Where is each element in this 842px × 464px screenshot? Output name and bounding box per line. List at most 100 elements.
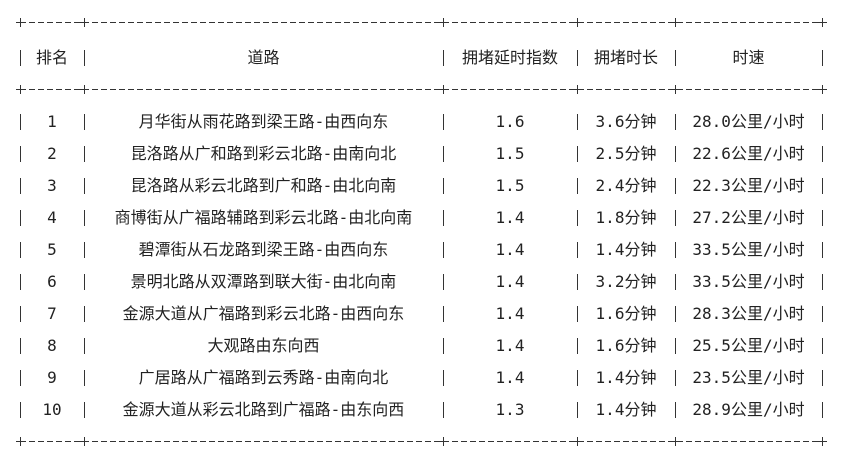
column-separator: [20, 242, 21, 258]
table-row: 8 大观路由东向西 1.4 1.6分钟 25.5公里/小时: [0, 334, 842, 358]
column-separator: [675, 50, 676, 66]
cell-rank: 4: [47, 208, 57, 227]
cell-congestion-duration: 1.4分钟: [595, 368, 657, 387]
column-separator: [20, 338, 21, 354]
cell-road: 月华街从雨花路到梁王路-由西向东: [138, 112, 389, 131]
cell-delay-index: 1.4: [495, 208, 525, 227]
cell-delay-index: 1.4: [495, 336, 525, 355]
column-separator: [675, 146, 676, 162]
cell-speed: 22.3公里/小时: [692, 176, 805, 195]
column-separator: [675, 370, 676, 386]
cell-road: 昆洛路从彩云北路到广和路-由北向南: [130, 176, 397, 195]
border-corner: [573, 85, 582, 94]
table-row: 6 景明北路从双潭路到联大街-由北向南 1.4 3.2分钟 33.5公里/小时: [0, 270, 842, 294]
column-separator: [577, 370, 578, 386]
column-separator: [822, 178, 823, 194]
table-row: 1 月华街从雨花路到梁王路-由西向东 1.6 3.6分钟 28.0公里/小时: [0, 110, 842, 134]
column-separator: [20, 306, 21, 322]
cell-delay-index: 1.4: [495, 304, 525, 323]
table-row: 10 金源大道从彩云北路到广福路-由东向西 1.3 1.4分钟 28.9公里/小时: [0, 398, 842, 422]
border-corner: [439, 85, 448, 94]
cell-road: 商博街从广福路辅路到彩云北路-由北向南: [114, 208, 413, 227]
column-separator: [577, 210, 578, 226]
column-separator: [577, 338, 578, 354]
column-separator: [822, 50, 823, 66]
border-corner: [573, 18, 582, 27]
table-row: 7 金源大道从广福路到彩云北路-由西向东 1.4 1.6分钟 28.3公里/小时: [0, 302, 842, 326]
cell-rank: 3: [47, 176, 57, 195]
column-separator: [84, 242, 85, 258]
column-separator: [822, 114, 823, 130]
column-separator: [20, 402, 21, 418]
column-separator: [675, 242, 676, 258]
border-corner: [16, 18, 25, 27]
column-separator: [443, 306, 444, 322]
cell-rank: 7: [47, 304, 57, 323]
border-corner: [439, 437, 448, 446]
column-separator: [443, 210, 444, 226]
column-separator: [675, 274, 676, 290]
column-separator: [577, 50, 578, 66]
column-separator: [84, 210, 85, 226]
cell-congestion-duration: 2.5分钟: [595, 144, 657, 163]
column-separator: [443, 50, 444, 66]
column-separator: [20, 114, 21, 130]
table-row: 2 昆洛路从广和路到彩云北路-由南向北 1.5 2.5分钟 22.6公里/小时: [0, 142, 842, 166]
column-separator: [577, 242, 578, 258]
column-separator: [84, 370, 85, 386]
column-separator: [443, 114, 444, 130]
cell-rank: 9: [47, 368, 57, 387]
column-separator: [675, 114, 676, 130]
column-separator: [675, 178, 676, 194]
column-separator: [577, 306, 578, 322]
column-separator: [443, 178, 444, 194]
cell-road: 昆洛路从广和路到彩云北路-由南向北: [130, 144, 397, 163]
cell-congestion-duration: 1.8分钟: [595, 208, 657, 227]
cell-delay-index: 1.4: [495, 272, 525, 291]
border-corner: [80, 437, 89, 446]
border-corner: [80, 18, 89, 27]
column-separator: [822, 242, 823, 258]
cell-congestion-duration: 1.6分钟: [595, 304, 657, 323]
header-rank: 排名: [35, 48, 68, 67]
column-separator: [20, 146, 21, 162]
column-separator: [822, 274, 823, 290]
cell-delay-index: 1.5: [495, 176, 525, 195]
column-separator: [675, 338, 676, 354]
column-separator: [443, 242, 444, 258]
column-separator: [20, 210, 21, 226]
cell-speed: 28.0公里/小时: [692, 112, 805, 131]
column-separator: [84, 178, 85, 194]
column-separator: [20, 50, 21, 66]
cell-speed: 33.5公里/小时: [692, 240, 805, 259]
column-separator: [20, 274, 21, 290]
column-separator: [675, 402, 676, 418]
column-separator: [443, 370, 444, 386]
column-separator: [822, 402, 823, 418]
border-corner: [573, 437, 582, 446]
border-corner: [671, 437, 680, 446]
column-separator: [443, 338, 444, 354]
header-congestion-duration: 拥堵时长: [593, 48, 658, 67]
cell-road: 广居路从广福路到云秀路-由南向北: [138, 368, 389, 387]
table-row: 5 碧潭街从石龙路到梁王路-由西向东 1.4 1.4分钟 33.5公里/小时: [0, 238, 842, 262]
table-row: 4 商博街从广福路辅路到彩云北路-由北向南 1.4 1.8分钟 27.2公里/小时: [0, 206, 842, 230]
cell-road: 金源大道从彩云北路到广福路-由东向西: [122, 400, 405, 419]
table-border-line: [20, 22, 823, 23]
cell-delay-index: 1.4: [495, 368, 525, 387]
border-corner: [439, 18, 448, 27]
header-delay-index: 拥堵延时指数: [461, 48, 558, 67]
column-separator: [443, 146, 444, 162]
cell-rank: 1: [47, 112, 57, 131]
column-separator: [84, 50, 85, 66]
cell-congestion-duration: 2.4分钟: [595, 176, 657, 195]
border-corner: [80, 85, 89, 94]
column-separator: [443, 402, 444, 418]
cell-rank: 10: [42, 400, 62, 419]
cell-delay-index: 1.4: [495, 240, 525, 259]
border-corner: [818, 18, 827, 27]
cell-delay-index: 1.5: [495, 144, 525, 163]
cell-rank: 2: [47, 144, 57, 163]
cell-speed: 23.5公里/小时: [692, 368, 805, 387]
border-corner: [818, 85, 827, 94]
